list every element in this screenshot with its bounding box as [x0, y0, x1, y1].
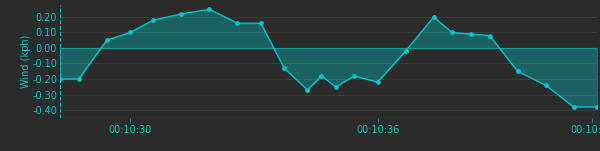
Point — [513, 70, 523, 72]
Point — [280, 67, 289, 69]
Point — [429, 16, 439, 18]
Point — [256, 22, 266, 24]
Point — [149, 19, 158, 21]
Point — [541, 84, 550, 86]
Point — [373, 81, 382, 83]
Point — [485, 34, 494, 37]
Point — [401, 50, 410, 52]
Point — [205, 8, 214, 10]
Point — [317, 75, 326, 77]
Point — [448, 31, 457, 34]
Point — [302, 89, 312, 91]
Point — [102, 39, 112, 41]
Point — [466, 33, 476, 35]
Point — [55, 78, 65, 80]
Point — [233, 22, 242, 24]
Point — [176, 13, 186, 15]
Point — [74, 78, 83, 80]
Point — [331, 86, 340, 88]
Point — [349, 75, 359, 77]
Y-axis label: Wind (kph): Wind (kph) — [21, 34, 31, 88]
Point — [592, 106, 600, 108]
Point — [125, 31, 135, 34]
Point — [569, 106, 578, 108]
